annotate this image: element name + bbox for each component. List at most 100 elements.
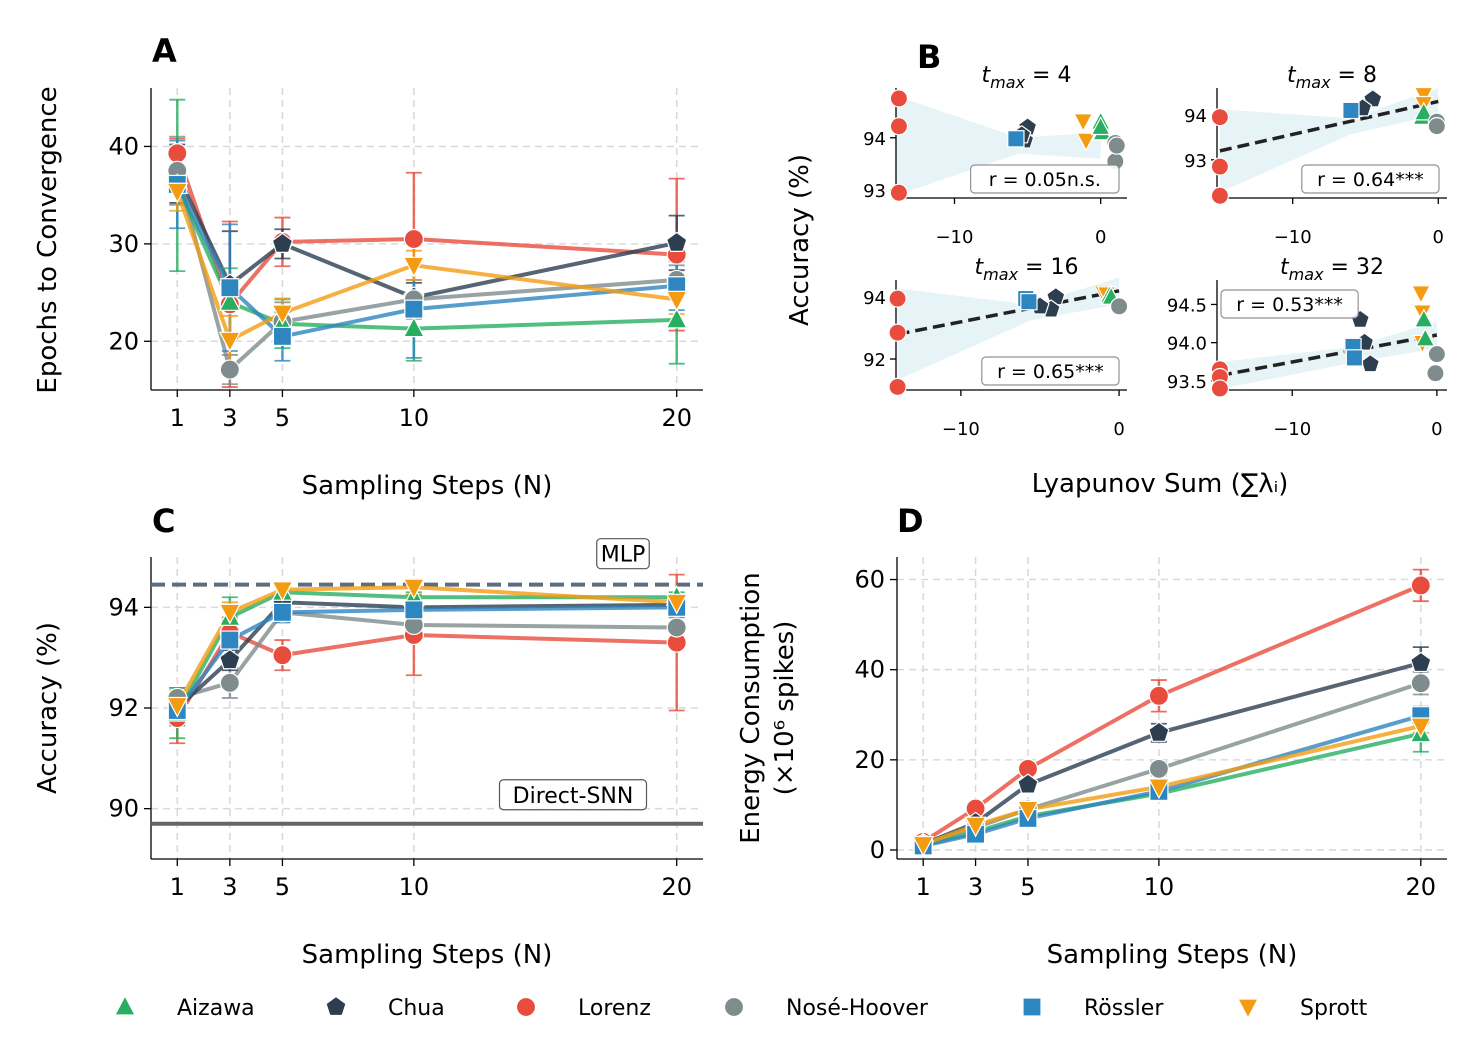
panel-b-sub2-nos-hoover-point (1427, 117, 1446, 136)
panel-c-lorenz-point (272, 645, 293, 666)
panel-a-lorenz-line (175, 152, 677, 309)
panel-b-sub2-ytick-label: 93 (1184, 151, 1207, 172)
panel-b-sub3-fit-line (897, 289, 1120, 336)
panel-b-sub2-r-ssler-point (1342, 101, 1360, 120)
panel-c-r-ssler-point (220, 630, 240, 650)
panel-c-lorenz-line (175, 629, 677, 720)
panel-c-r-ssler-line (175, 605, 677, 712)
panel-b-sub1-annotation: r = 0.05n.s. (989, 169, 1101, 191)
legend-label-nos-hoover: Nosé-Hoover (786, 996, 929, 1021)
panel-label-d: D (897, 502, 924, 540)
panel-d-ytick-label: 60 (854, 566, 885, 594)
panel-b-sub2-lorenz-point (1210, 186, 1230, 205)
panel-b-sub1-confidence-band (896, 95, 1101, 196)
legend-marker-nos-hoover (723, 996, 745, 1018)
panel-b-sub4-xtick-label: −10 (1273, 419, 1311, 440)
panel-c-nos-hoover-line (176, 610, 677, 700)
panel-b-sub1-title-rest: = 4 (1025, 63, 1071, 88)
panel-d-lorenz-line (922, 583, 1422, 844)
panel-c-ylabel: Accuracy (%) (33, 622, 63, 794)
legend-label-sprott: Sprott (1300, 996, 1368, 1021)
panel-a-xlabel: Sampling Steps (N) (302, 471, 553, 501)
panel-b-ylabel: Accuracy (%) (785, 154, 815, 326)
panel-b-sub3-xtick-label: 0 (1113, 419, 1124, 440)
panel-c-r-ssler-point (404, 600, 424, 620)
panel-b-sub3-lorenz-point (888, 377, 907, 397)
panel-b-sub1-annotation-box (969, 164, 1120, 194)
panel-a-xtick-label: 5 (275, 404, 290, 432)
legend-marker-lorenz (515, 996, 537, 1018)
panel-b-sub3-ytick-label: 92 (863, 350, 886, 371)
panel-a-ylabel: Epochs to Convergence (33, 86, 63, 393)
panel-d-xlabel: Sampling Steps (N) (1047, 940, 1298, 970)
panel-d-sprott-point (1409, 717, 1432, 739)
panel-b-sub4-nos-hoover-point (1427, 344, 1447, 364)
panel-d-lorenz-point (1410, 575, 1431, 596)
panel-d-sprott-point (964, 816, 987, 838)
panel-a-sprott-point (166, 182, 189, 204)
panel-b-sub3-xtick-label: −10 (942, 419, 980, 440)
panel-c-nos-hoover-point (219, 672, 240, 693)
panel-a-lorenz-point (403, 228, 424, 250)
panel-a-chua-point (666, 231, 688, 252)
legend-label-chua: Chua (388, 996, 445, 1021)
panel-b-sub1-lorenz-point (889, 117, 909, 136)
legend: Aizawa Chua Lorenz Nosé-Hoover Rössler Sprott (114, 994, 1368, 1021)
panel-c-sprott-point (271, 581, 294, 603)
panel-b-sub4-title-sub: max (1289, 265, 1324, 284)
panel-b-sub2-xtick-label: 0 (1433, 227, 1444, 248)
panel-d-ytick-label: 40 (854, 656, 885, 684)
panel-a-nos-hoover-line (175, 170, 677, 374)
panel-c-ytick-label: 94 (108, 593, 139, 621)
panel-a-epochs-chart: 1 3 5 10 20 20 30 40 (108, 88, 703, 432)
panel-label-c: C (152, 502, 175, 540)
panel-d-xtick-label: 3 (968, 873, 983, 901)
panel-c-accuracy-chart: 1 3 5 10 20 90 92 94 MLP Direct-SNN (108, 538, 703, 901)
panel-b-sub3-ytick-label: 94 (863, 288, 886, 309)
panel-b-sub3-annotation-box (981, 356, 1120, 386)
panel-d-chua-point (1410, 651, 1432, 673)
panel-b-sub3-r-ssler-point (1020, 292, 1038, 311)
panel-a-r-ssler-point (404, 299, 424, 319)
panel-c-xtick-label: 20 (661, 873, 692, 901)
panel-d-sprott-point (912, 835, 935, 857)
panel-b-sub2-annotation: r = 0.64*** (1317, 169, 1424, 191)
panel-b-sub3-title-var: t (975, 255, 985, 280)
panel-d-ylabel: Energy Consumption (736, 572, 766, 844)
panel-b-sub4-xtick-label: 0 (1431, 419, 1442, 440)
panel-b-sub4-title-var: t (1280, 255, 1290, 280)
panel-b-sub3-title-rest: = 16 (1018, 255, 1078, 280)
panel-b-sub3-title-sub: max (983, 265, 1018, 284)
panel-a-r-ssler-point (220, 278, 240, 298)
panel-b-sub1-sprott-point (1076, 132, 1097, 152)
panel-a-ytick-label: 20 (108, 327, 139, 355)
panel-b-sub4-aizawa-point (1413, 308, 1434, 328)
panel-d-nos-hoover-point (1148, 758, 1170, 779)
panel-c-sprott-point (402, 578, 425, 600)
panel-c-sprott-point (218, 603, 241, 625)
panel-d-r-ssler-line (922, 713, 1422, 848)
panel-b-sub1-r-ssler-point (1007, 130, 1025, 148)
panel-c-nos-hoover-point (666, 617, 687, 638)
panel-a-sprott-point (665, 290, 688, 312)
panel-c-ytick-label: 90 (108, 795, 139, 823)
panel-b-sub4-title-rest: = 32 (1324, 255, 1384, 280)
panel-a-sprott-point (271, 304, 294, 326)
panel-b-sub1-xtick-label: 0 (1095, 227, 1106, 248)
panel-a-xtick-label: 20 (661, 404, 692, 432)
panel-c-sprott-point (166, 696, 189, 718)
panel-b-subplot-3: −10 0 92 94 tmax = 16 r = 0.65*** (863, 255, 1129, 440)
panel-d-ytick-label: 20 (854, 746, 885, 774)
legend-marker-sprott (1237, 998, 1259, 1020)
panel-c-xtick-label: 1 (170, 873, 185, 901)
panel-c-sprott-point (665, 593, 688, 615)
panel-b-sub2-ytick-label: 94 (1184, 106, 1207, 127)
panel-b-sub2-fit-line (1219, 99, 1439, 153)
legend-label-lorenz: Lorenz (578, 996, 651, 1021)
panel-b-sub4-ytick-label: 94.5 (1167, 295, 1207, 316)
legend-label-aizawa: Aizawa (177, 996, 255, 1021)
panel-d-xtick-label: 20 (1406, 873, 1437, 901)
panel-label-b: B (917, 38, 941, 76)
panel-d-chua-point (1148, 721, 1170, 742)
legend-marker-chua (325, 995, 347, 1017)
